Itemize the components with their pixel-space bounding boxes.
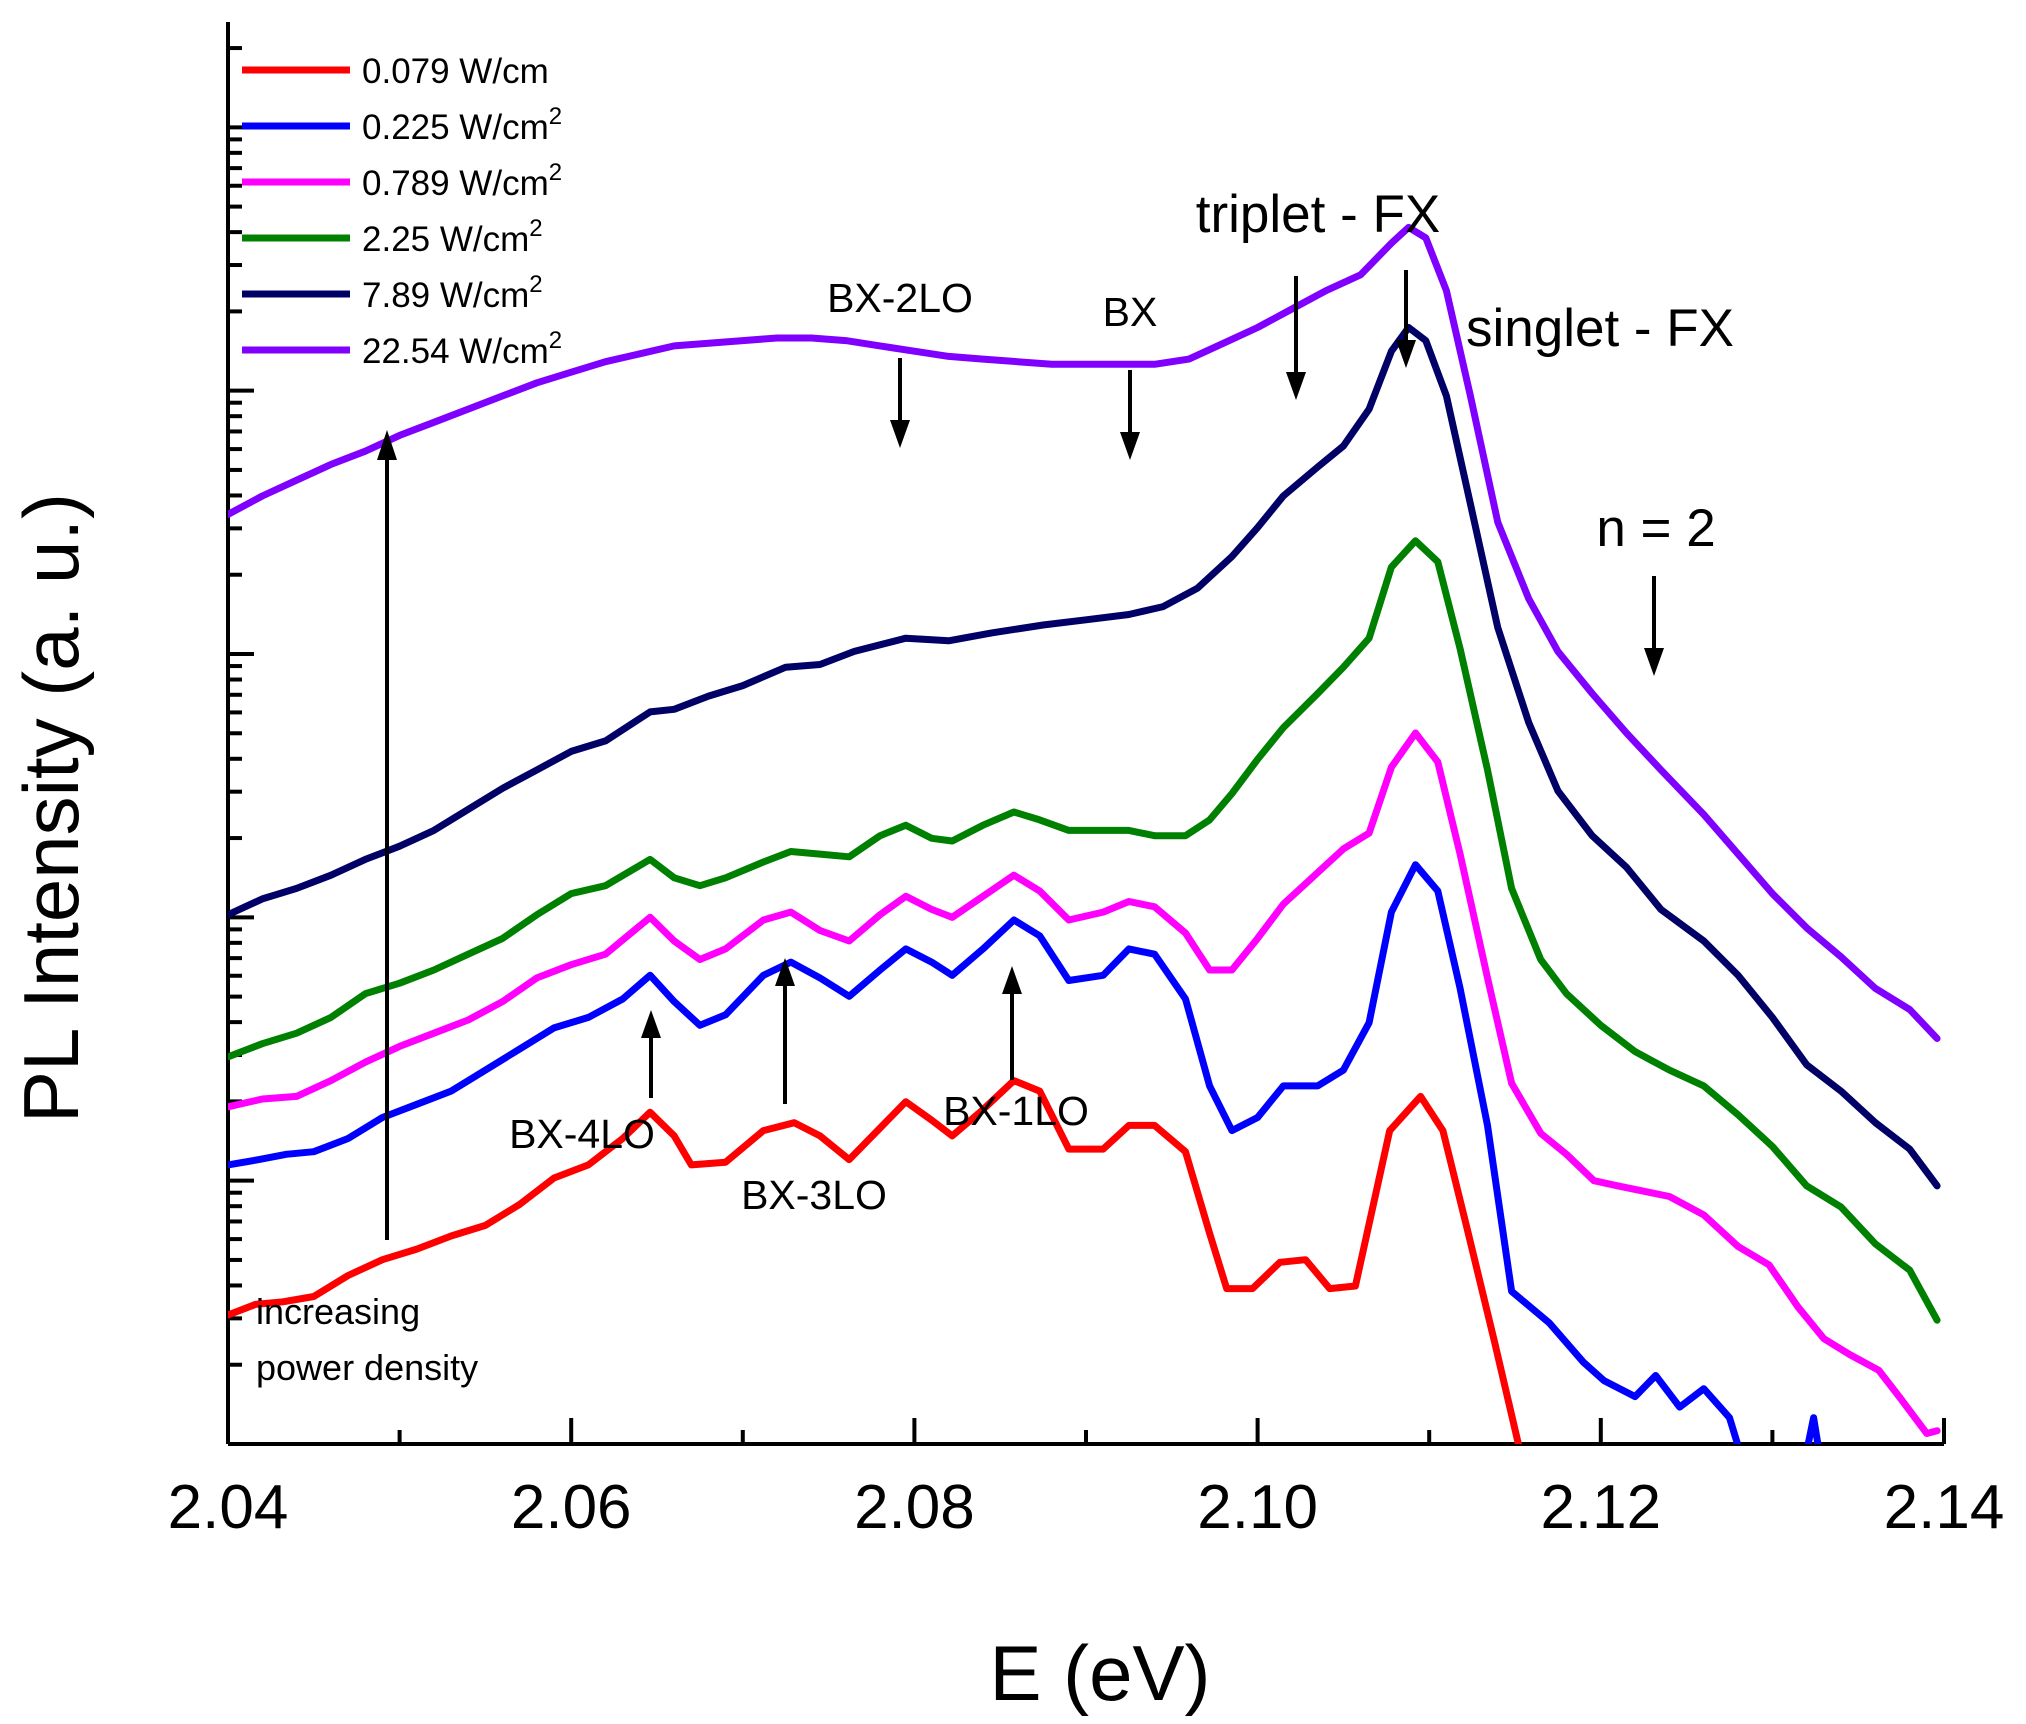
series-group <box>228 223 1941 1444</box>
legend-label: 0.789 W/cm2 <box>362 159 562 203</box>
annotation-bx4lo: BX-4LO <box>509 1111 655 1157</box>
series-line-1 <box>228 1077 1522 1444</box>
legend-label: 7.89 W/cm2 <box>362 271 543 315</box>
x-axis-title: E (eV) <box>989 1629 1210 1717</box>
legend-label: 22.54 W/cm2 <box>362 327 562 371</box>
annotation-bx2lo: BX-2LO <box>827 275 973 321</box>
x-tick-label: 2.08 <box>854 1473 975 1542</box>
series-line-5 <box>228 324 1941 1190</box>
x-tick-label: 2.04 <box>168 1473 289 1542</box>
series-line-4 <box>228 537 1941 1324</box>
x-tick-label: 2.06 <box>511 1473 632 1542</box>
legend: 0.079 W/cm 0.225 W/cm2 0.789 W/cm2 2.25 W/c… <box>242 52 562 371</box>
series-line-2 <box>228 861 1822 1444</box>
series-line-6 <box>228 223 1941 1042</box>
annotation-note-line1: increasing <box>256 1291 420 1332</box>
annotation-bx3lo: BX-3LO <box>741 1172 887 1218</box>
annotation-singlet-fx: singlet - FX <box>1466 299 1734 358</box>
arrow-n2 <box>1644 576 1664 676</box>
annotation-n2: n = 2 <box>1596 499 1715 558</box>
arrow-triplet <box>1286 276 1306 400</box>
annotation-triplet-fx: triplet - FX <box>1196 185 1440 244</box>
axes-frame <box>226 22 1946 1446</box>
annotation-bx1lo: BX-1LO <box>943 1088 1089 1134</box>
arrow-bx4lo <box>641 1010 661 1098</box>
annotation-note-line2: power density <box>256 1347 478 1388</box>
x-tick-label: 2.12 <box>1540 1473 1661 1542</box>
arrow-bx3lo <box>775 958 795 1104</box>
legend-label: 0.079 W/cm <box>362 52 549 91</box>
annotations: BX-2LO BX triplet - FX singlet - FX n = … <box>256 185 1734 1388</box>
arrow-bx2lo <box>890 358 910 448</box>
legend-label: 0.225 W/cm2 <box>362 103 562 147</box>
series-line-3 <box>228 729 1941 1437</box>
arrow-singlet <box>1396 270 1416 368</box>
x-tick-labels: 2.04 2.06 2.08 2.10 2.12 2.14 <box>168 1473 2005 1542</box>
arrow-bx <box>1120 370 1140 460</box>
legend-label: 2.25 W/cm2 <box>362 215 543 259</box>
annotation-bx: BX <box>1103 289 1158 335</box>
x-tick-label: 2.14 <box>1884 1473 2005 1542</box>
arrow-increasing-power <box>377 430 397 1240</box>
arrow-bx1lo <box>1002 966 1022 1080</box>
y-axis-title: PL Intensity (a. u.) <box>7 493 95 1123</box>
x-tick-label: 2.10 <box>1197 1473 1318 1542</box>
